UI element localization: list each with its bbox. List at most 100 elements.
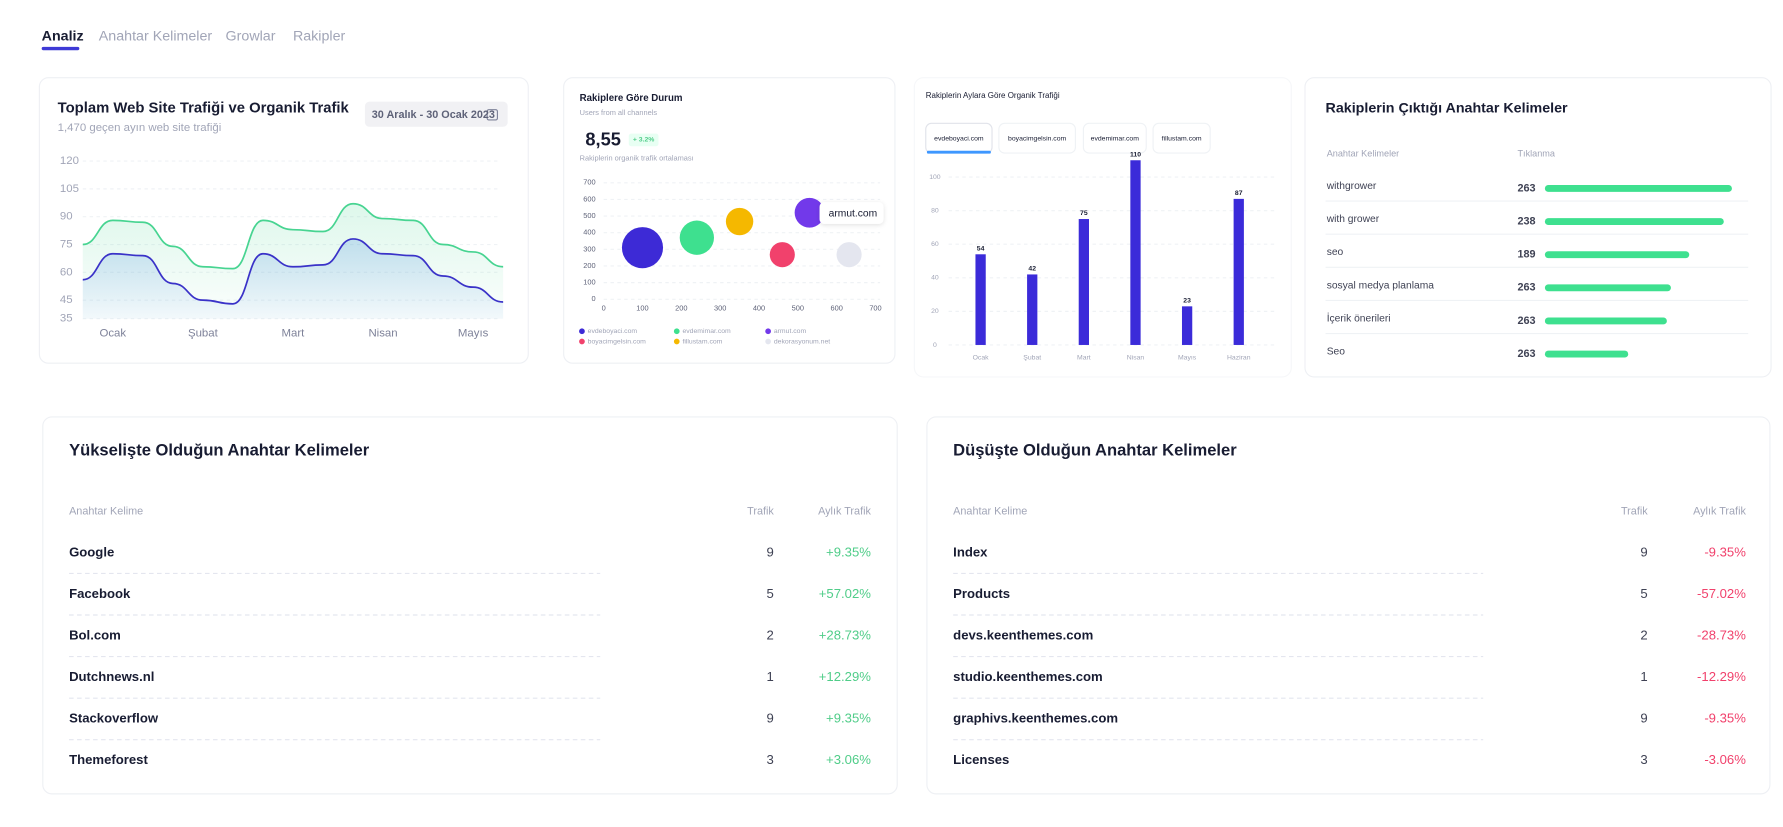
y-tick-label: 80 [931,207,939,214]
monthly-change: -9.35% [1704,711,1746,726]
competitor-tab-label[interactable]: fillustam.com [1162,136,1202,143]
tab[interactable]: Rakipler [293,28,346,44]
column-header: Aylık Trafik [1693,506,1746,518]
keyword: Facebook [69,586,131,601]
card [42,416,898,795]
bar [1078,219,1089,345]
keyword: Licenses [953,752,1009,767]
keyword: Index [953,544,988,559]
y-tick-label: 45 [60,294,73,306]
y-tick-label: 200 [583,261,595,270]
column-header: Aylık Trafik [818,506,871,518]
progress-bar [1544,251,1690,259]
y-tick-label: 300 [583,244,595,253]
progress-bar [1544,350,1629,358]
tab[interactable]: Anahtar Kelimeler [99,28,213,44]
y-tick-label: 400 [583,228,595,237]
click-count: 263 [1517,348,1535,360]
traffic: 1 [1640,669,1647,684]
tab[interactable]: Analiz [42,28,84,44]
bar-value-label: 42 [1028,266,1036,273]
bar-value-label: 75 [1080,210,1088,217]
legend-dot [765,338,771,345]
competitor-tab[interactable] [1082,122,1147,154]
bubble [794,197,825,228]
keyword: Products [953,586,1010,601]
y-tick-label: 20 [931,308,939,315]
y-tick-label: 0 [933,342,937,349]
traffic: 2 [1640,627,1647,642]
monthly-change: +9.35% [826,711,871,726]
monthly-change: -3.06% [1704,752,1746,767]
x-tick-label: 100 [636,303,648,312]
date-button[interactable] [364,101,508,127]
card-title: Yükselişte Olduğun Anahtar Kelimeler [69,441,370,460]
keyword: sosyal medya planlama [1327,280,1435,291]
tab[interactable]: Growlar [226,28,276,44]
competitor-tab[interactable] [998,122,1076,154]
keyword: devs.keenthemes.com [953,627,1093,642]
click-count: 263 [1517,315,1535,327]
chart-title: Rakiplere Göre Durum [580,93,683,104]
x-tick-label: 700 [869,303,881,312]
legend-label: evdemimar.com [682,328,731,335]
competitor-tab[interactable] [1152,122,1211,154]
kpi-caption: Rakiplerin organik trafik ortalaması [580,154,694,163]
keyword: Stackoverflow [69,711,159,726]
bar [1130,160,1141,345]
bar [1181,306,1193,345]
keyword: withgrower [1326,181,1377,192]
x-tick-label: Nisan [1127,354,1145,361]
bubble [725,207,754,236]
date-range[interactable]: 30 Aralık - 30 Ocak 2023 [372,109,495,121]
traffic: 5 [1640,586,1647,601]
x-tick-label: Ocak [99,328,126,340]
x-tick-label: Mayıs [1178,354,1197,361]
bubble [621,227,664,269]
x-tick-label: Mart [1077,354,1091,361]
click-count: 263 [1517,282,1535,294]
y-tick-label: 100 [929,174,941,181]
traffic: 1 [767,669,774,684]
bar-value-label: 23 [1183,297,1191,304]
column-header: Anahtar Kelimeler [1327,149,1400,159]
bubble [679,220,714,255]
monthly-change: +9.35% [826,544,871,559]
y-tick-label: 60 [60,266,73,278]
keyword: graphivs.keenthemes.com [953,711,1118,726]
x-tick-label: Mart [282,328,306,340]
legend-label: dekorasyonum.net [774,338,830,345]
legend-dot [579,338,585,345]
x-tick-label: 200 [675,303,687,312]
monthly-change: +12.29% [819,669,872,684]
area [82,238,504,319]
bubble [769,242,795,268]
kpi-value: 8,55 [585,128,621,149]
card-title: Rakiplerin Çıktığı Anahtar Kelimeler [1326,100,1569,116]
active-tab-underline [41,46,80,51]
keyword: Themeforest [69,752,148,767]
competitor-tab-label[interactable]: evdeboyaci.com [934,136,984,143]
traffic: 9 [1640,544,1647,559]
keyword: seo [1327,247,1344,258]
traffic: 5 [767,586,774,601]
progress-bar [1544,185,1732,192]
bar-value-label: 87 [1235,190,1243,197]
monthly-change: +3.06% [826,752,871,767]
legend-label: boyacimgelsin.com [588,338,646,345]
bar-value-label: 110 [1130,151,1141,158]
chart-subtitle: 1,470 geçen ayın web site trafiği [58,122,222,134]
y-tick-label: 35 [60,313,73,325]
competitor-tab-label[interactable]: boyacimgelsin.com [1008,136,1066,143]
x-tick-label: 500 [792,303,804,312]
column-header: Trafik [1621,506,1648,518]
x-tick-label: Mayıs [458,328,489,340]
progress-bar [1544,284,1671,292]
legend-dot [673,328,680,335]
line [82,238,504,305]
y-tick-label: 60 [931,241,939,248]
competitor-tab-label[interactable]: evdemimar.com [1091,136,1140,143]
monthly-change: +57.02% [819,586,872,601]
chart-subtitle: Users from all channels [580,108,658,117]
